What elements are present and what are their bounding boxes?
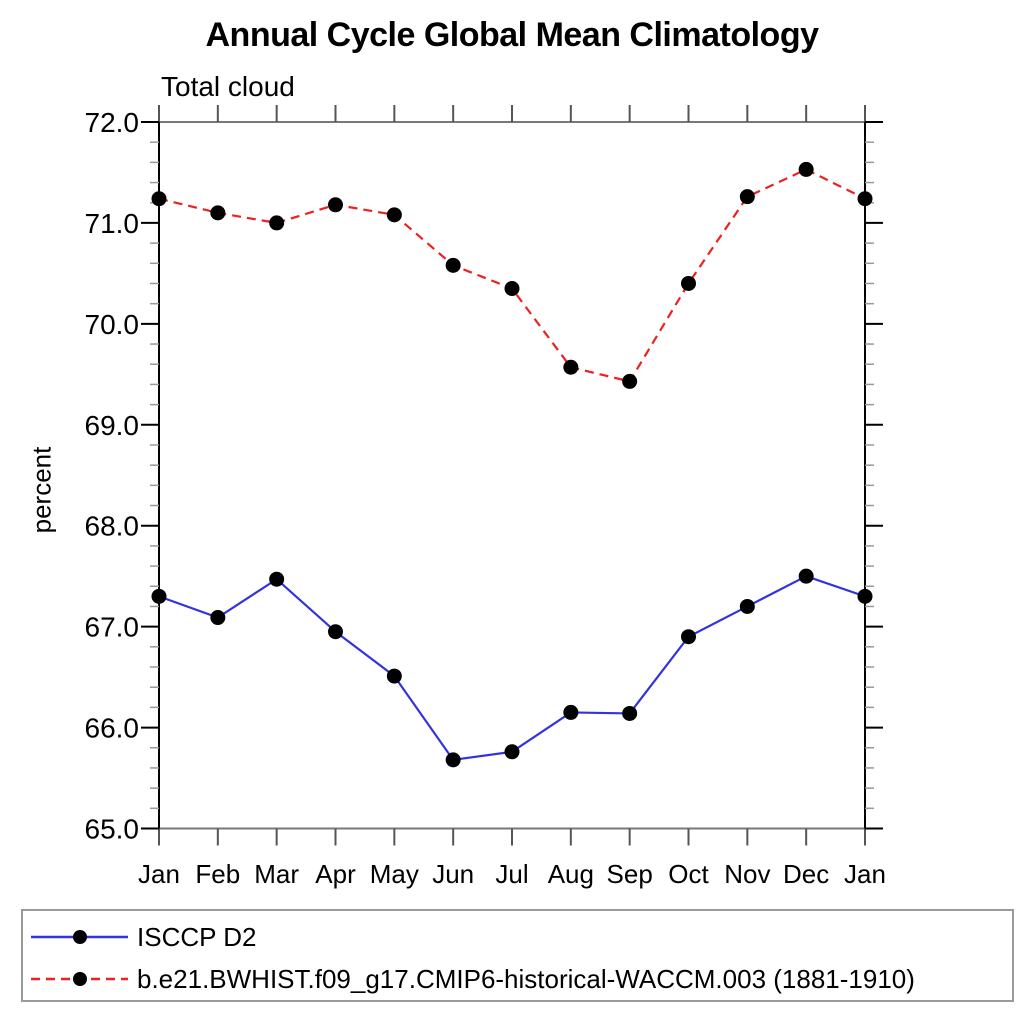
y-tick-label: 72.0: [85, 107, 140, 138]
data-point-marker: [622, 705, 638, 721]
legend-marker-dot-icon: [73, 930, 87, 944]
data-point-marker: [151, 588, 167, 604]
x-tick-label: Sep: [607, 859, 653, 889]
y-tick-label: 69.0: [85, 410, 140, 441]
y-tick-label: 68.0: [85, 511, 140, 542]
legend-label-isccp: ISCCP D2: [137, 921, 257, 952]
data-point-marker: [445, 752, 461, 768]
x-tick-label: Jan: [844, 859, 886, 889]
series-line: [158, 168, 866, 383]
data-point-marker: [210, 205, 226, 221]
x-tick-label: Jan: [138, 859, 180, 889]
chart-subtitle: Total cloud: [161, 71, 295, 102]
legend-marker-dot-icon: [73, 972, 87, 986]
y-tick-label: 67.0: [85, 612, 140, 643]
y-tick-label: 70.0: [85, 309, 140, 340]
series-line: [158, 574, 866, 762]
data-point-marker: [386, 668, 402, 684]
data-point-marker: [857, 191, 873, 207]
y-tick-label: 66.0: [85, 713, 140, 744]
x-tick-label: Nov: [724, 859, 770, 889]
data-point-marker: [445, 257, 461, 273]
data-point-marker: [504, 744, 520, 760]
chart-title: Annual Cycle Global Mean Climatology: [205, 16, 820, 54]
legend-box: ISCCP D2 b.e21.BWHIST.f09_g17.CMIP6-hist…: [21, 909, 1014, 1002]
legend-line-sample-solid: [31, 930, 128, 944]
x-tick-label: Mar: [254, 859, 299, 889]
data-point-marker: [622, 373, 638, 389]
data-point-marker: [151, 191, 167, 207]
x-tick-label: Apr: [315, 859, 356, 889]
data-point-marker: [798, 161, 814, 177]
legend-label-model: b.e21.BWHIST.f09_g17.CMIP6-historical-WA…: [137, 963, 915, 994]
x-tick-label: Oct: [668, 859, 709, 889]
data-point-marker: [386, 207, 402, 223]
x-tick-label: Aug: [548, 859, 594, 889]
y-tick-label: 65.0: [85, 814, 140, 845]
data-point-marker: [269, 215, 285, 231]
data-point-marker: [739, 598, 755, 614]
data-point-marker: [563, 359, 579, 375]
legend-item-model: b.e21.BWHIST.f09_g17.CMIP6-historical-WA…: [27, 958, 1012, 1000]
data-point-marker: [681, 629, 696, 645]
x-tick-label: Jul: [495, 859, 528, 889]
data-point-marker: [798, 568, 814, 584]
data-point-marker: [563, 704, 579, 720]
data-point-marker: [328, 197, 343, 213]
data-point-marker: [857, 588, 873, 604]
data-point-marker: [739, 189, 755, 205]
data-point-marker: [504, 281, 520, 297]
legend-item-isccp: ISCCP D2: [27, 916, 1012, 958]
x-tick-label: Dec: [783, 859, 829, 889]
legend-line-sample-dashed: [31, 972, 128, 986]
y-tick-label: 71.0: [85, 208, 140, 239]
data-point-marker: [269, 571, 285, 587]
data-point-marker: [210, 610, 226, 626]
x-tick-label: Jun: [432, 859, 474, 889]
x-tick-label: Feb: [195, 859, 240, 889]
data-point-marker: [328, 624, 343, 640]
data-point-marker: [681, 275, 696, 291]
x-tick-label: May: [370, 859, 419, 889]
